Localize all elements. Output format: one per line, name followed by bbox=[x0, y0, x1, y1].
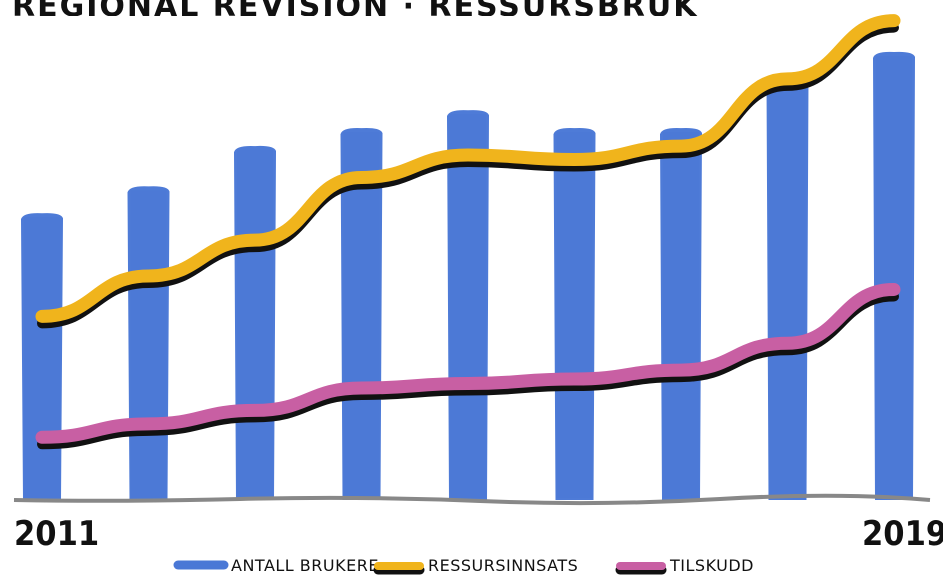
legend-label-tilskudd: TILSKUDD bbox=[669, 556, 754, 575]
series-line-outline-2 bbox=[37, 291, 899, 450]
legend-item-antall-brukere: ANTALL BRUKERE bbox=[173, 556, 379, 575]
bar-texture-2015 bbox=[450, 114, 486, 499]
lines-layer bbox=[35, 14, 901, 450]
bar-texture-2013 bbox=[237, 150, 273, 498]
bar-2016 bbox=[553, 128, 596, 500]
legend-label-ressursinnsats: RESSURSINNSATS bbox=[428, 556, 578, 575]
chart-title: REGIONAL REVISJON · RESSURSBRUK bbox=[12, 0, 699, 24]
bar-texture-2011 bbox=[24, 217, 60, 498]
bar-2014 bbox=[340, 128, 383, 500]
bars-layer bbox=[21, 51, 915, 501]
x-axis bbox=[13, 493, 931, 506]
bar-texture-2019 bbox=[876, 56, 912, 498]
x-tick-labels: 2011 2019 bbox=[14, 514, 943, 554]
bar-texture-2016 bbox=[556, 132, 593, 498]
chart-title-group: REGIONAL REVISJON · RESSURSBRUK bbox=[12, 0, 699, 24]
bar-2017 bbox=[660, 128, 702, 500]
legend-item-ressursinnsats: RESSURSINNSATS bbox=[373, 556, 578, 575]
legend-item-tilskudd: TILSKUDD bbox=[615, 556, 754, 575]
bar-2019 bbox=[873, 51, 915, 500]
bar-texture-2018 bbox=[769, 78, 806, 499]
bar-2015 bbox=[447, 110, 489, 500]
legend: ANTALL BRUKERE RESSURSINNSATS TILSKUDD bbox=[173, 556, 754, 575]
bar-2011 bbox=[21, 213, 63, 500]
bar-texture-2017 bbox=[663, 132, 699, 498]
series-line-1 bbox=[35, 14, 901, 323]
bar-texture-2012 bbox=[130, 190, 167, 498]
series-line-2 bbox=[35, 282, 901, 444]
x-tick-label-start: 2011 bbox=[14, 514, 99, 554]
x-axis-line bbox=[13, 493, 931, 506]
x-tick-label-end: 2019 bbox=[862, 514, 943, 554]
legend-label-antall-brukere: ANTALL BRUKERE bbox=[231, 556, 379, 575]
bar-texture-2014 bbox=[343, 132, 380, 498]
bar-2018 bbox=[766, 74, 809, 500]
